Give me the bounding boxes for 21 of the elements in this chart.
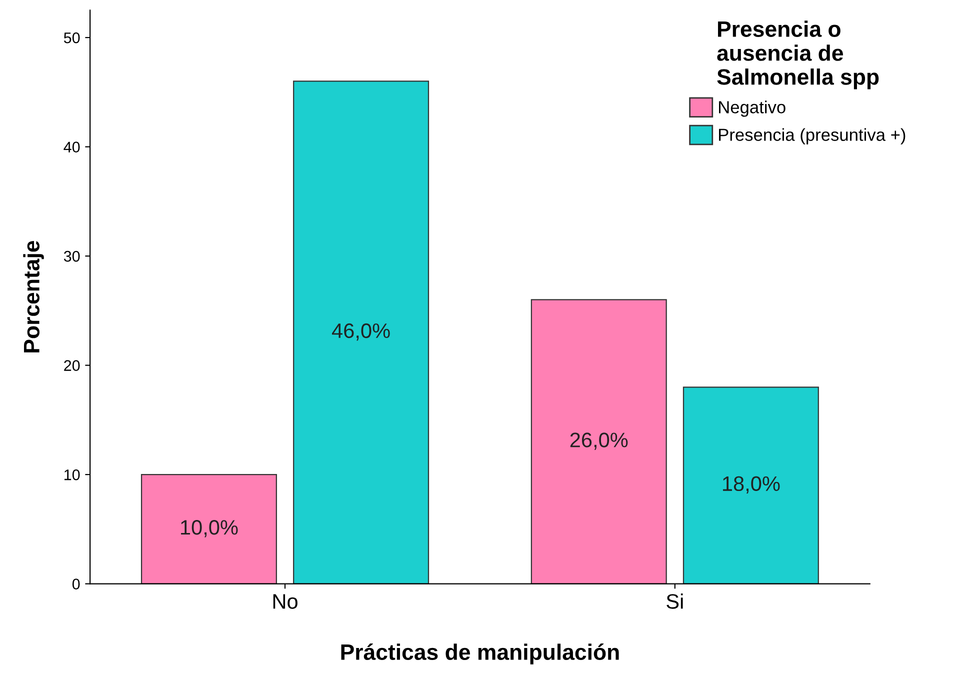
x-tick-label: Si [666,594,683,609]
data-label: 46,0% [332,323,390,341]
y-tick-label: 40 [64,142,80,152]
bar [682,386,819,584]
legend-label: Presencia (presuntiva +) [719,128,906,144]
bar [293,80,430,584]
x-axis-title: Prácticas de manipulación [341,643,619,664]
bar [140,474,277,584]
y-tick-label: 20 [64,360,80,371]
bar [530,299,667,584]
data-label: 18,0% [722,476,780,494]
data-label: 26,0% [570,432,628,450]
y-tick-label: 50 [64,32,80,44]
legend-label: Negativo [719,100,786,117]
y-tick-label: 0 [72,578,80,590]
y-tick-label: 30 [64,250,80,262]
x-tick-label: No [273,594,298,609]
y-axis-title: Porcentaje [23,240,44,352]
y-tick-label: 10 [64,469,80,480]
legend-title: Presencia o ausencia de Salmonella spp [717,20,879,90]
data-label: 10,0% [181,520,238,538]
